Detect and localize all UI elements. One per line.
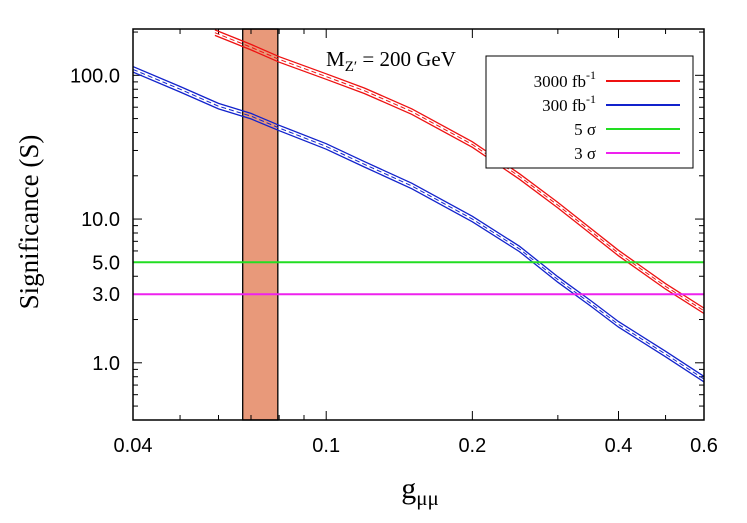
x-axis-label: gμμ [401, 472, 439, 510]
y-tick-label: 5.0 [92, 252, 120, 274]
x-tick-label: 0.4 [605, 435, 633, 457]
legend-label: 3 σ [574, 144, 596, 163]
y-axis-label: Significance (S) [14, 135, 44, 310]
x-tick-label: 0.1 [312, 435, 340, 457]
y-tick-label: 1.0 [92, 353, 120, 375]
series-upper-edge [133, 66, 704, 377]
series-center-dashed [214, 32, 704, 312]
y-tick-label: 3.0 [92, 284, 120, 306]
x-axis-label-main: g [401, 472, 416, 505]
x-tick-label: 0.04 [114, 435, 153, 457]
x-tick-labels: 0.04 0.1 0.2 0.4 0.6 [114, 435, 718, 457]
mass-annotation-rest: = 200 GeV [357, 47, 456, 71]
y-tick-label: 10.0 [81, 209, 120, 231]
series-upper-edge [214, 29, 704, 309]
legend-label: 300 fb-1 [542, 92, 596, 115]
highlight-band [242, 28, 279, 421]
x-axis-label-sub: μμ [416, 486, 439, 510]
y-tick-labels: 1.0 3.0 5.0 10.0 100.0 [70, 65, 120, 374]
series-lower-edge [133, 71, 704, 383]
band-rect [242, 28, 279, 421]
mass-annotation-main: M [326, 47, 345, 71]
mass-annotation-sub: Z′ [345, 59, 357, 75]
series-1 [133, 66, 704, 383]
legend-label: 5 σ [574, 120, 596, 139]
plot-frame [132, 28, 705, 421]
x-tick-label: 0.2 [458, 435, 486, 457]
series-lines [133, 29, 704, 383]
legend-box [485, 55, 694, 169]
y-tick-label: 100.0 [70, 65, 120, 87]
mass-annotation: MZ′ = 200 GeV [326, 47, 456, 75]
x-tick-label: 0.6 [690, 435, 718, 457]
axis-ticks [132, 29, 705, 420]
legend-label: 3000 fb-1 [534, 68, 596, 91]
series-center-dashed [133, 68, 704, 380]
